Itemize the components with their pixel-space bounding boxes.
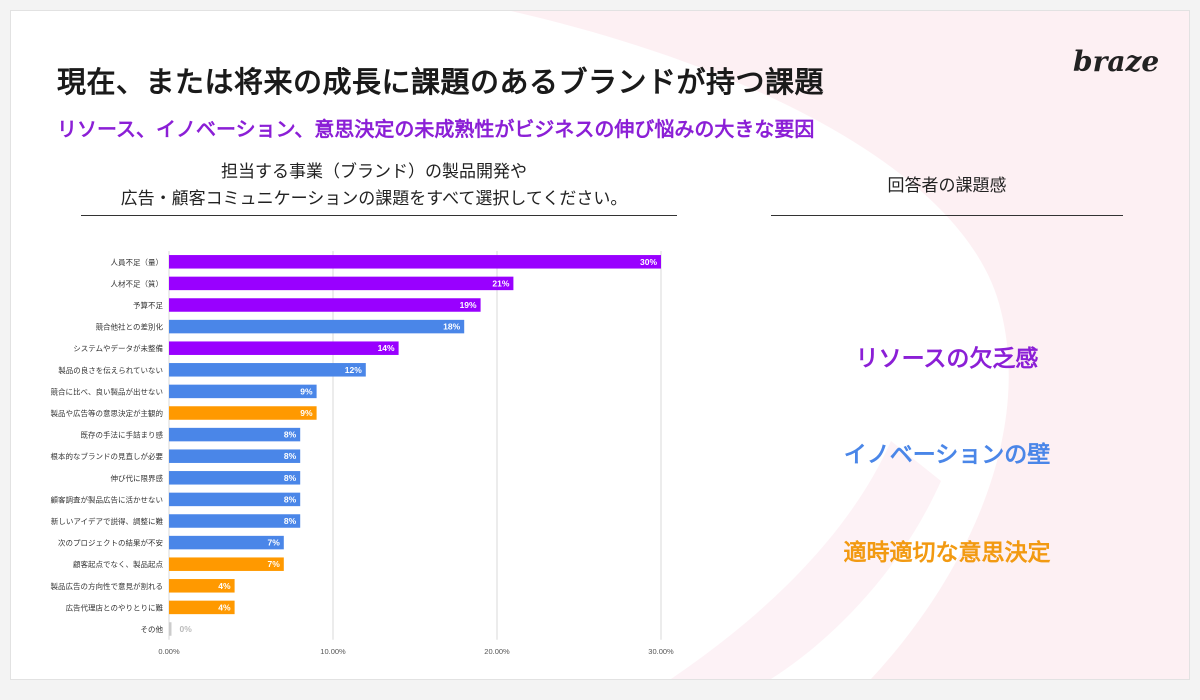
x-tick-label: 0.00% [158,647,180,656]
survey-question-line-2: 広告・顧客コミュニケーションの課題をすべて選択してください。 [120,189,628,209]
bar [169,600,235,615]
bar [169,471,301,485]
bar [169,255,661,269]
x-tick-label: 20.00% [484,647,510,656]
respondent-issues-divider [771,215,1123,216]
bar [169,579,235,593]
bar-value-label: 8% [284,473,297,483]
x-tick-label: 10.00% [320,647,346,656]
bar [169,298,481,312]
bar-chart: 0.00% 10.00% 20.00% 30.00% 人員不足（量） 30% 人材不足（質）… [51,251,674,656]
bar-value-label: 12% [345,365,362,375]
category-label: 既存の手法に手詰まり感 [81,430,164,440]
category-label: 競合に比べ、良い製品が出せない [51,386,164,396]
bar-value-label: 21% [492,278,509,288]
category-label: 顧客起点でなく、製品起点 [73,559,163,569]
category-label: 新しいアイデアで説得、調整に難 [51,516,164,526]
category-label: システムやデータが未整備 [73,343,163,353]
category-label: 顧客調査が製品広告に活かせない [51,494,164,504]
bar [169,622,172,636]
bar-value-label: 4% [218,602,231,612]
bar-value-label: 7% [268,559,281,569]
bar [169,427,301,442]
category-label: 予算不足 [133,300,163,310]
bar-value-label: 9% [300,408,313,418]
category-label: 競合他社との差別化 [96,322,164,332]
page-title: 現在、または将来の成長に課題のあるブランドが持つ課題 [57,65,825,99]
bar-value-label: 8% [284,430,297,440]
bar [169,449,301,463]
respondent-issues-heading: 回答者の課題感 [887,176,1007,196]
slide: 現在、または将来の成長に課題のあるブランドが持つ課題 リソース、イノベーション、… [10,10,1190,680]
category-label: その他 [141,624,164,634]
category-label: 広告代理店とのやりとりに難 [66,602,164,612]
bar [169,363,366,377]
category-innovation-wall: イノベーションの壁 [843,442,1051,468]
bar [169,535,284,550]
bar [169,514,301,528]
category-label: 伸び代に限界感 [111,473,164,483]
bar [169,319,465,334]
survey-question: 担当する事業（ブランド）の製品開発や 広告・顧客コミュニケーションの課題をすべて… [71,159,677,213]
category-label: 人員不足（量） [111,258,164,267]
category-label: 人材不足（質） [111,278,164,288]
bar [169,276,514,291]
bar-value-label: 30% [640,257,657,267]
bar [169,384,317,399]
bar-value-label: 14% [378,343,395,353]
bar-value-label: 19% [460,300,477,310]
bar-value-label: 8% [284,494,297,504]
bar-value-label: 18% [443,322,460,332]
category-timely-decision: 適時適切な意思決定 [843,540,1051,566]
survey-question-line-1: 担当する事業（ブランド）の製品開発や [221,162,527,182]
x-tick-label: 30.00% [648,647,674,656]
bar [169,341,399,355]
background-swoosh-decoration [511,11,1189,679]
category-label: 製品の良さを伝えられていない [58,365,163,375]
bar-value-label: 8% [284,451,297,461]
bar-value-label: 7% [268,538,281,548]
category-resource-shortage: リソースの欠乏感 [855,346,1039,372]
bar [169,492,301,507]
bar [169,406,317,420]
bar-value-label: 9% [300,386,313,396]
bar-value-label: 0% [180,624,193,634]
bar [169,557,284,571]
category-label: 次のプロジェクトの結果が不安 [58,538,163,548]
bar-value-label: 8% [284,516,297,526]
braze-logo: braze [1073,45,1160,78]
bar-value-label: 4% [218,581,231,591]
category-label: 製品や広告等の意思決定が主観的 [51,408,164,418]
category-label: 製品広告の方向性で意見が割れる [51,581,164,591]
page-subtitle: リソース、イノベーション、意思決定の未成熟性がビジネスの伸び悩みの大きな要因 [57,117,815,141]
question-divider [81,215,677,216]
category-label: 根本的なブランドの見直しが必要 [51,451,164,461]
